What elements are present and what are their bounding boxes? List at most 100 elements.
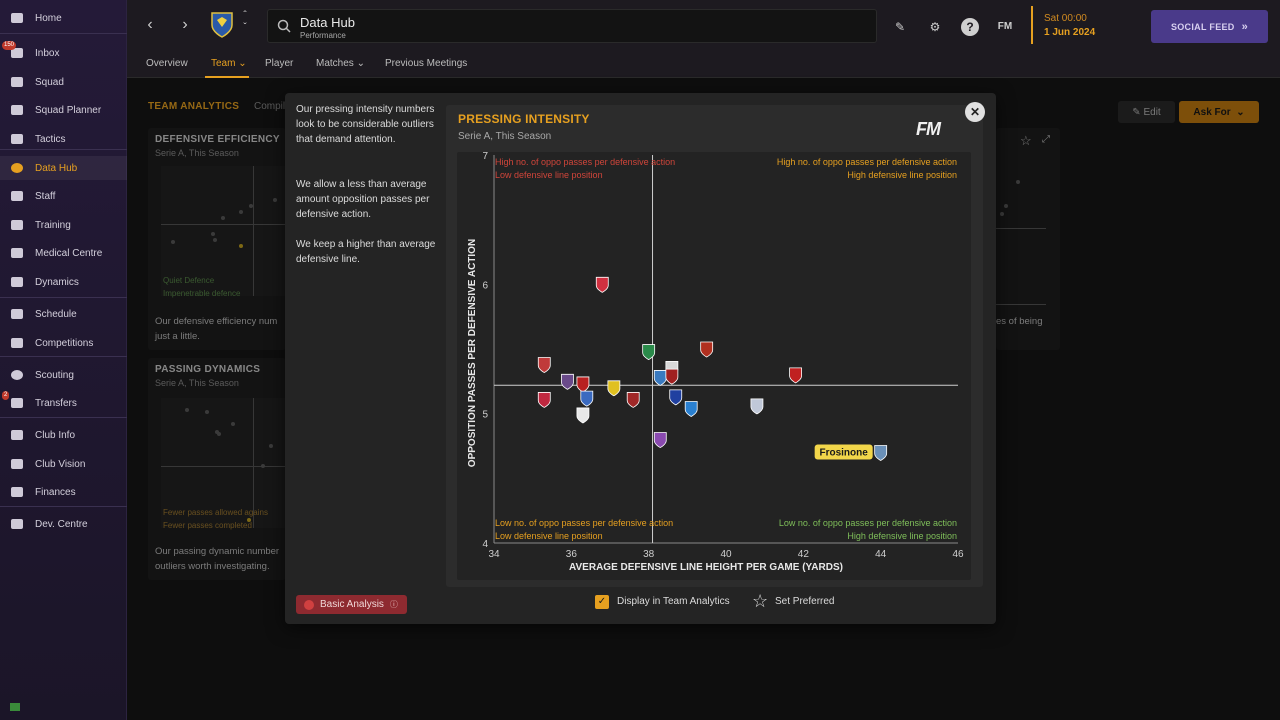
team-crest-point[interactable]: [665, 368, 679, 385]
quadrant-label: Fewer passes allowed agains: [163, 508, 268, 517]
team-crest-point[interactable]: [537, 392, 551, 408]
ask-for-button[interactable]: Ask For ⌄: [1179, 101, 1259, 123]
team-crest-point[interactable]: [789, 367, 802, 384]
y-tick-label: 5: [482, 410, 488, 421]
sidebar: Home Inbox 150 Squad Squad Planner Tactics Dat…: [0, 0, 127, 720]
set-preferred-label[interactable]: Set Preferred: [775, 596, 835, 607]
chevron-down-icon: ⌄: [356, 58, 365, 69]
sidebar-item-label: Competitions: [35, 337, 94, 349]
pressing-intensity-modal: Our pressing intensity numbers look to b…: [285, 93, 996, 624]
team-crest-point[interactable]: [580, 390, 594, 407]
defensive-efficiency-card[interactable]: DEFENSIVE EFFICIENCY Serie A, This Seaso…: [148, 128, 286, 350]
briefcase-icon: [9, 457, 25, 471]
team-crest-point[interactable]: [607, 380, 621, 397]
sidebar-item-medical-centre[interactable]: Medical Centre: [0, 241, 127, 265]
date-display[interactable]: Sat 00:00 1 Jun 2024: [1031, 6, 1139, 44]
help-icon[interactable]: ?: [961, 18, 979, 36]
team-crest-point[interactable]: [669, 389, 683, 406]
sidebar-item-finances[interactable]: Finances: [0, 480, 127, 504]
sidebar-item-club-vision[interactable]: Club Vision: [0, 452, 127, 476]
x-axis-label: AVERAGE DEFENSIVE LINE HEIGHT PER GAME (…: [569, 562, 843, 573]
x-tick-label: 34: [488, 549, 500, 560]
right-analytics-card[interactable]: ☆ ⤢ es of being: [996, 128, 1060, 350]
basic-analysis-button[interactable]: Basic Analysis ⓘ: [296, 595, 407, 614]
card-subtitle: Serie A, This Season: [155, 148, 239, 158]
expand-icon[interactable]: ⤢: [1042, 134, 1050, 145]
team-crest-point[interactable]: [576, 407, 590, 424]
star-outline-icon[interactable]: ☆: [752, 591, 769, 611]
fm-menu-icon[interactable]: FM: [997, 21, 1013, 32]
close-icon[interactable]: ✕: [965, 102, 985, 122]
passing-dynamics-card[interactable]: PASSING DYNAMICS Serie A, This Season Fe…: [148, 358, 286, 580]
tab-matches[interactable]: Matches ⌄: [316, 58, 365, 69]
sidebar-item-staff[interactable]: Staff: [0, 184, 127, 208]
finances-icon: [9, 485, 25, 499]
sidebar-item-dynamics[interactable]: Dynamics: [0, 270, 127, 294]
tab-previous-meetings[interactable]: Previous Meetings: [385, 58, 468, 69]
team-crest-point[interactable]: [653, 370, 667, 386]
sidebar-item-transfers[interactable]: Transfers 2: [0, 391, 127, 415]
sidebar-item-training[interactable]: Training: [0, 213, 127, 237]
sidebar-item-dev-centre[interactable]: Dev. Centre: [0, 512, 127, 536]
sidebar-item-label: Dev. Centre: [35, 518, 88, 530]
quadrant-label-bottom-right: Low no. of oppo passes per defensive act…: [779, 518, 957, 528]
back-arrow-icon[interactable]: ‹: [147, 16, 153, 33]
quadrant-label-bottom-left: Low defensive line position: [495, 531, 603, 541]
club-crest-icon[interactable]: [210, 11, 234, 39]
sidebar-item-competitions[interactable]: Competitions: [0, 331, 127, 355]
sidebar-divider: [0, 417, 127, 418]
quadrant-label-bottom-left: Low no. of oppo passes per defensive act…: [495, 518, 673, 528]
team-crest-point[interactable]: [750, 398, 764, 415]
sidebar-item-label: Club Vision: [35, 458, 86, 470]
analysis-status-icon: [304, 599, 314, 610]
tab-player[interactable]: Player: [265, 58, 294, 69]
team-crest-point[interactable]: [642, 344, 656, 361]
social-feed-button[interactable]: SOCIAL FEED »: [1151, 10, 1268, 43]
x-tick-label: 40: [720, 549, 732, 560]
team-crest-point[interactable]: [874, 445, 888, 461]
sidebar-item-inbox[interactable]: Inbox 150: [0, 41, 127, 65]
y-axis-label: OPPOSITION PASSES PER DEFENSIVE ACTION: [467, 239, 478, 467]
team-crest-point[interactable]: [700, 341, 714, 358]
sidebar-item-squad[interactable]: Squad: [0, 70, 127, 94]
sidebar-item-tactics[interactable]: Tactics: [0, 127, 127, 151]
inbox-icon: [9, 46, 25, 60]
team-crest-point[interactable]: [561, 373, 574, 390]
team-analytics-title: TEAM ANALYTICS: [148, 101, 240, 112]
sub-navigation: Overview Team ⌄ Player Matches ⌄ Previou…: [127, 52, 1280, 78]
page-search-bar[interactable]: Data Hub Performance: [267, 9, 877, 43]
sidebar-item-label: Data Hub: [35, 162, 78, 174]
sidebar-divider: [0, 297, 127, 298]
quadrant-label-top-left: Low defensive line position: [495, 170, 603, 180]
star-outline-icon[interactable]: ☆: [1020, 133, 1032, 148]
team-crest-point[interactable]: [684, 401, 698, 417]
insight-text: We keep a higher than average defensive …: [296, 239, 436, 265]
display-in-team-analytics-checkbox[interactable]: ✓: [595, 595, 609, 609]
tab-overview[interactable]: Overview: [146, 58, 188, 69]
edit-button[interactable]: ✎ Edit: [1118, 101, 1175, 123]
sidebar-item-scouting[interactable]: Scouting: [0, 363, 127, 387]
medical-icon: [9, 246, 25, 260]
tab-team[interactable]: Team ⌄: [211, 58, 247, 69]
transfers-icon: [9, 396, 25, 410]
pencil-icon[interactable]: ✎: [894, 20, 906, 34]
team-crest-point[interactable]: [653, 432, 667, 448]
sidebar-item-schedule[interactable]: Schedule: [0, 302, 127, 326]
brain-icon[interactable]: ⚙: [929, 20, 941, 34]
quadrant-label: Quiet Defence: [163, 276, 215, 285]
sidebar-item-club-info[interactable]: Club Info: [0, 423, 127, 447]
team-crest-point[interactable]: [626, 392, 640, 408]
info-icon[interactable]: ⓘ: [389, 600, 398, 609]
tab-team-label: Team: [211, 58, 236, 69]
sidebar-item-squad-planner[interactable]: Squad Planner: [0, 98, 127, 122]
staff-icon: [9, 189, 25, 203]
clipboard-icon: [9, 103, 25, 117]
sidebar-item-data-hub[interactable]: Data Hub: [0, 156, 127, 180]
forward-arrow-icon[interactable]: ›: [182, 16, 188, 33]
sidebar-item-home[interactable]: Home: [0, 6, 127, 30]
tab-matches-label: Matches: [316, 58, 354, 69]
team-crest-point[interactable]: [537, 357, 551, 373]
team-crest-point[interactable]: [595, 276, 609, 293]
insight-text: Our pressing intensity numbers look to b…: [296, 104, 435, 145]
